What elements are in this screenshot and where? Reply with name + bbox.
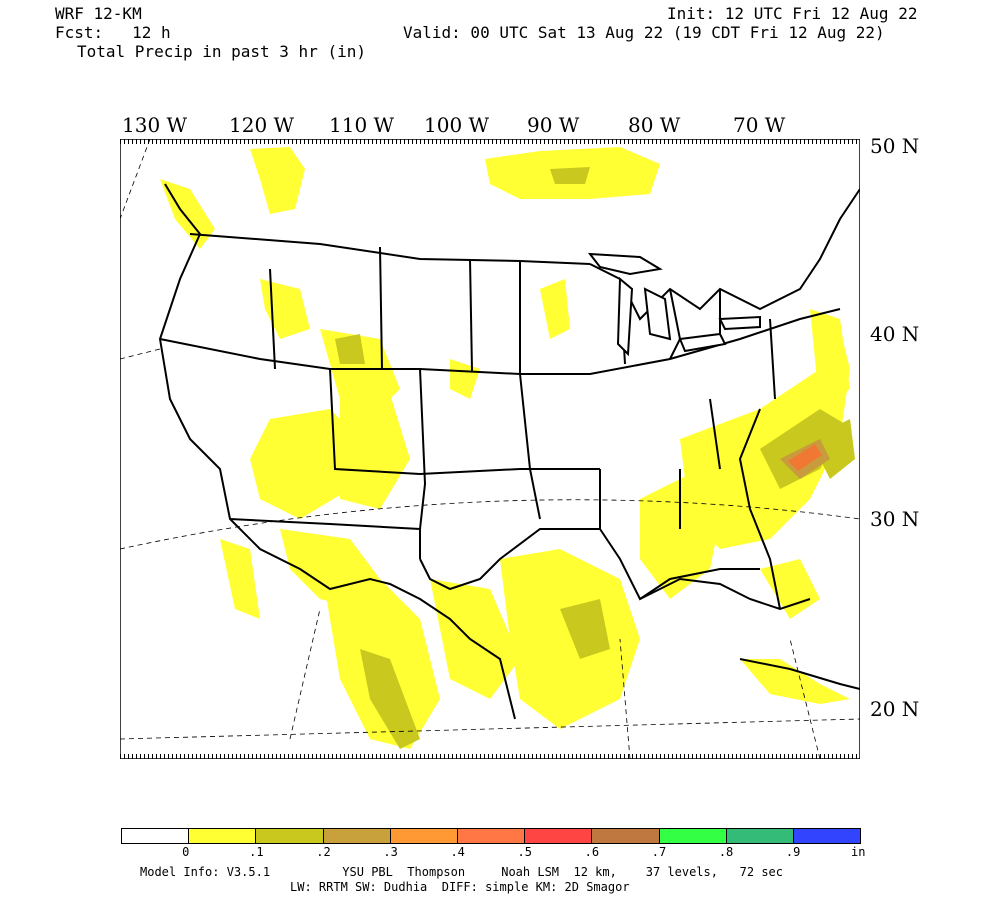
colorbar-swatch bbox=[256, 829, 324, 843]
border-ticks bbox=[120, 754, 860, 759]
colorbar-swatch bbox=[122, 829, 190, 843]
map-svg bbox=[120, 139, 860, 759]
lon-label: 120 W bbox=[229, 113, 295, 137]
colorbar-tick-label: .5 bbox=[517, 845, 532, 859]
colorbar-tick-label: in bbox=[851, 845, 866, 859]
lat-label: 30 N bbox=[870, 507, 920, 531]
colorbar-swatch bbox=[726, 829, 794, 843]
boundaries bbox=[158, 183, 860, 720]
colorbar-swatch bbox=[457, 829, 526, 843]
colorbar-swatch bbox=[793, 829, 861, 843]
precip-colorbar bbox=[121, 828, 861, 844]
lon-label: 130 W bbox=[122, 113, 188, 137]
colorbar-tick-label: 0 bbox=[182, 845, 190, 859]
colorbar-swatch bbox=[390, 829, 458, 843]
colorbar-tick-label: .6 bbox=[584, 845, 600, 859]
colorbar-swatch bbox=[323, 829, 391, 843]
precip-map bbox=[120, 139, 860, 759]
lon-label: 90 W bbox=[527, 113, 580, 137]
colorbar-swatch bbox=[189, 829, 257, 843]
colorbar-tick-label: .9 bbox=[785, 845, 801, 859]
lon-label: 70 W bbox=[733, 113, 786, 137]
forecast-hour: Fcst: 12 h bbox=[55, 23, 171, 42]
valid-time: Valid: 00 UTC Sat 13 Aug 22 (19 CDT Fri … bbox=[403, 23, 885, 42]
colorbar-tick-label: .7 bbox=[651, 845, 667, 859]
colorbar-swatch bbox=[659, 829, 727, 843]
model-info: Model Info: V3.5.1 YSU PBL Thompson Noah… bbox=[140, 865, 783, 879]
init-time: Init: 12 UTC Fri 12 Aug 22 bbox=[667, 4, 918, 23]
lat-lon-grid bbox=[120, 139, 860, 759]
colorbar-tick-label: .1 bbox=[249, 845, 264, 859]
lon-label: 100 W bbox=[424, 113, 490, 137]
physics-info: LW: RRTM SW: Dudhia DIFF: simple KM: 2D … bbox=[290, 880, 630, 894]
lat-label: 50 N bbox=[870, 134, 920, 158]
lon-label: 80 W bbox=[628, 113, 681, 137]
precip-heavier bbox=[788, 444, 822, 471]
colorbar-swatch bbox=[592, 829, 660, 843]
border-ticks bbox=[120, 139, 860, 144]
model-title: WRF 12-KM bbox=[55, 4, 142, 23]
great-lakes bbox=[587, 252, 761, 357]
colorbar-tick-label: .3 bbox=[383, 845, 398, 859]
lat-label: 40 N bbox=[870, 322, 920, 346]
field-title: Total Precip in past 3 hr (in) bbox=[77, 42, 366, 61]
lon-label: 110 W bbox=[329, 113, 395, 137]
colorbar-swatch bbox=[525, 829, 593, 843]
colorbar-tick-label: .4 bbox=[450, 845, 465, 859]
colorbar-tick-label: .8 bbox=[718, 845, 734, 859]
colorbar-tick-label: .2 bbox=[316, 845, 331, 859]
lat-label: 20 N bbox=[870, 697, 920, 721]
